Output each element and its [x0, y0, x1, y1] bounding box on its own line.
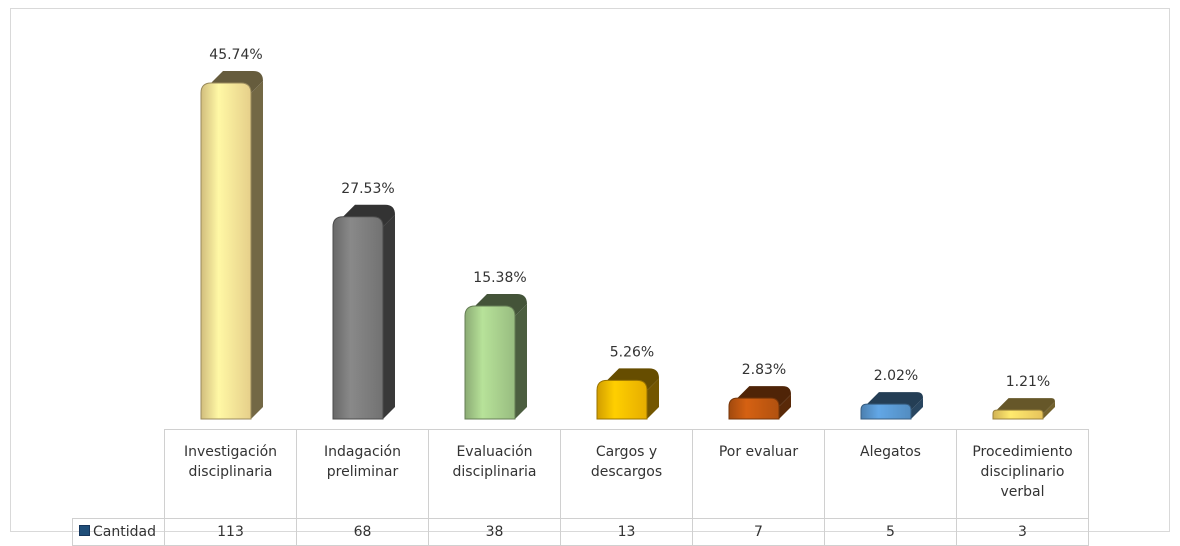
value-cell-7: 3	[956, 518, 1089, 546]
category-label-line: Cargos y	[595, 444, 658, 460]
data-label-7: 1.21%	[1006, 374, 1050, 390]
category-label-5: Por evaluar	[692, 429, 825, 519]
value-cell-6: 5	[824, 518, 957, 546]
legend-key-icon	[79, 525, 90, 536]
category-label-1: Investigación disciplinaria	[164, 429, 297, 519]
category-label-line: disciplinaria	[188, 464, 273, 480]
bar-1	[200, 71, 263, 420]
series-values-row: Cantidad 113 68 38 13 7 5 3	[72, 518, 1089, 546]
value-cell-2: 68	[296, 518, 429, 546]
bar-2	[332, 204, 395, 420]
category-label-line: preliminar	[326, 464, 399, 480]
category-label-line: Por evaluar	[718, 444, 799, 460]
value-cell-1: 113	[164, 518, 297, 546]
category-label-line: Indagación	[324, 444, 401, 460]
data-label-6: 2.02%	[874, 368, 918, 384]
category-header-row: Investigación disciplinaria Indagación prel…	[72, 429, 1089, 519]
value-cell-5: 7	[692, 518, 825, 546]
category-label-line: Procedimiento	[972, 444, 1073, 460]
table-corner-cell	[72, 429, 165, 519]
bar-7	[992, 398, 1055, 420]
data-label-2: 27.53%	[341, 181, 394, 197]
category-label-line: verbal	[1000, 484, 1045, 500]
value-cell-4: 13	[560, 518, 693, 546]
bar-3	[464, 294, 527, 420]
category-label-line: Evaluación	[456, 444, 533, 460]
value-cell-3: 38	[428, 518, 561, 546]
data-label-1: 45.74%	[209, 47, 262, 63]
category-label-6: Alegatos	[824, 429, 957, 519]
category-label-line: Investigación	[183, 444, 278, 460]
bar-6	[860, 392, 923, 420]
category-label-line: Alegatos	[860, 444, 921, 460]
series-name: Cantidad	[93, 524, 156, 540]
category-label-line: disciplinario	[980, 464, 1065, 480]
chart-data-table: Investigación disciplinaria Indagación prel…	[72, 429, 1089, 546]
category-label-2: Indagación preliminar	[296, 429, 429, 519]
bar-5	[728, 386, 791, 420]
category-label-line: descargos	[590, 464, 663, 480]
series-name-cell: Cantidad	[72, 518, 165, 546]
data-label-4: 5.26%	[610, 344, 654, 360]
data-label-5: 2.83%	[742, 362, 786, 378]
category-label-3: Evaluación disciplinaria	[428, 429, 561, 519]
data-label-3: 15.38%	[473, 270, 526, 286]
category-label-7: Procedimiento disciplinario verbal	[956, 429, 1089, 519]
category-label-4: Cargos y descargos	[560, 429, 693, 519]
bar-4	[596, 368, 659, 420]
category-label-line: disciplinaria	[452, 464, 537, 480]
